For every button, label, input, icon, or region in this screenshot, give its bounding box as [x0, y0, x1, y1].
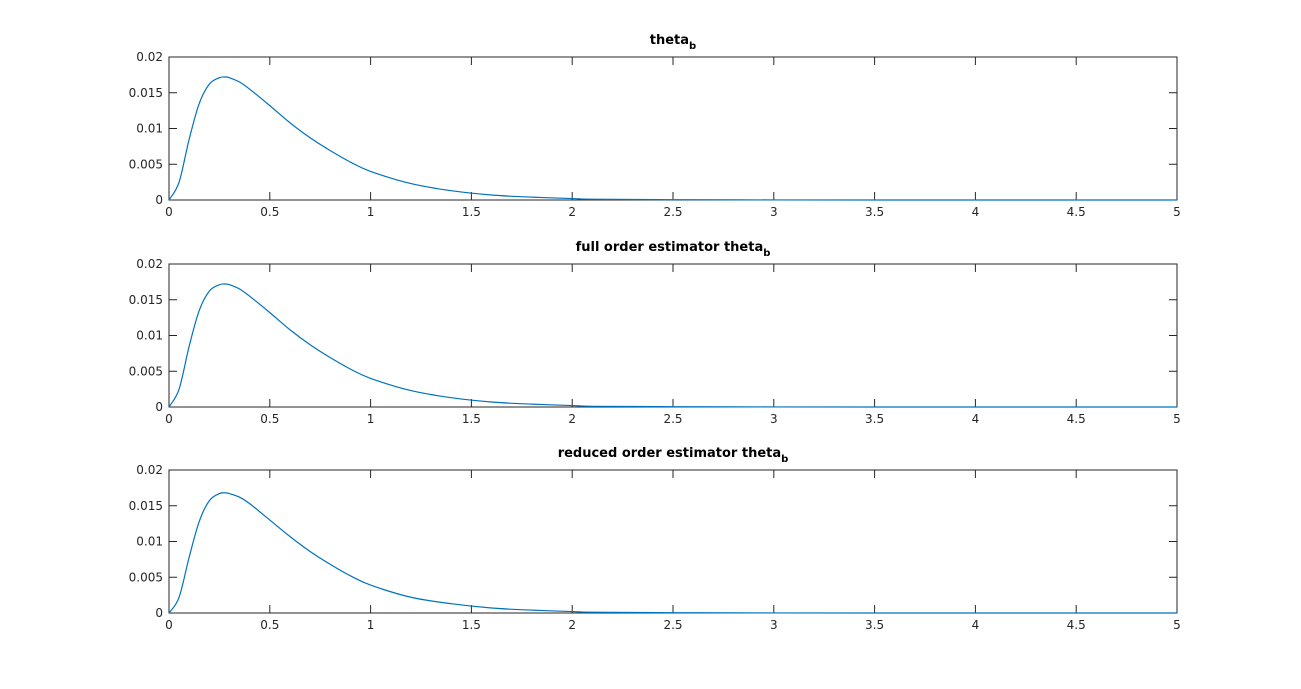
- x-tick-label: 5: [1173, 412, 1181, 426]
- plot-title-main: theta: [650, 33, 689, 48]
- plot-title-subscript: b: [781, 454, 788, 465]
- x-tick-label: 2: [568, 412, 576, 426]
- x-tick-label: 4: [972, 618, 980, 632]
- x-tick-label: 0.5: [260, 618, 279, 632]
- y-tick-label: 0: [155, 193, 163, 207]
- y-tick-label: 0.02: [136, 50, 163, 64]
- x-tick-label: 4.5: [1067, 205, 1086, 219]
- y-tick-label: 0.01: [136, 122, 163, 136]
- x-tick-label: 3: [770, 412, 778, 426]
- x-tick-label: 1: [367, 618, 375, 632]
- x-tick-label: 0.5: [260, 205, 279, 219]
- x-tick-label: 3: [770, 205, 778, 219]
- y-tick-label: 0: [155, 606, 163, 620]
- x-tick-label: 2.5: [663, 205, 682, 219]
- plot-title-main: full order estimator theta: [576, 240, 764, 255]
- x-tick-label: 4.5: [1067, 618, 1086, 632]
- x-tick-label: 2.5: [663, 618, 682, 632]
- plot-title-subscript: b: [763, 248, 770, 259]
- x-tick-label: 0: [165, 618, 173, 632]
- y-tick-label: 0.005: [129, 570, 163, 584]
- x-tick-label: 3.5: [865, 618, 884, 632]
- x-tick-label: 2: [568, 205, 576, 219]
- x-tick-label: 3.5: [865, 205, 884, 219]
- axes-box: [168, 263, 1178, 408]
- x-tick-label: 1: [367, 412, 375, 426]
- subplot-3: 0 0.5 1 1.5 2 2.5 3 3.5 4 4.5 5 0 0.005 0.01 0.015 0.02…: [129, 446, 1181, 632]
- axes-box: [168, 469, 1178, 614]
- plot-title: full order estimator thetab: [576, 240, 771, 259]
- x-tick-label: 5: [1173, 205, 1181, 219]
- y-tick-label: 0.015: [129, 86, 163, 100]
- y-tick-label: 0.01: [136, 329, 163, 343]
- y-tick-label: 0: [155, 400, 163, 414]
- x-tick-label: 3.5: [865, 412, 884, 426]
- series-line: [168, 76, 1177, 201]
- plot-title: thetab: [650, 33, 696, 52]
- x-tick-label: 1.5: [462, 412, 481, 426]
- x-tick-label: 4: [972, 412, 980, 426]
- x-tick-label: 2.5: [663, 412, 682, 426]
- y-tick-label: 0.02: [136, 257, 163, 271]
- x-tick-label: 5: [1173, 618, 1181, 632]
- x-tick-label: 4.5: [1067, 412, 1086, 426]
- axes-box: [168, 56, 1178, 201]
- x-tick-label: 1: [367, 205, 375, 219]
- series-line: [168, 492, 1177, 614]
- y-tick-label: 0.005: [129, 364, 163, 378]
- y-tick-label: 0.005: [129, 157, 163, 171]
- x-tick-label: 1.5: [462, 618, 481, 632]
- y-tick-label: 0.01: [136, 535, 163, 549]
- subplot-1: 0 0.5 1 1.5 2 2.5 3 3.5 4 4.5 5 0 0.005 0.01 0.015 0.02…: [129, 33, 1181, 219]
- subplot-2: 0 0.5 1 1.5 2 2.5 3 3.5 4 4.5 5 0 0.005 0.01 0.015 0.02…: [129, 240, 1181, 426]
- x-tick-label: 0.5: [260, 412, 279, 426]
- plot-title-subscript: b: [689, 41, 696, 52]
- x-tick-label: 0: [165, 412, 173, 426]
- x-tick-label: 1.5: [462, 205, 481, 219]
- x-tick-label: 0: [165, 205, 173, 219]
- y-tick-label: 0.015: [129, 499, 163, 513]
- x-tick-label: 4: [972, 205, 980, 219]
- x-tick-label: 3: [770, 618, 778, 632]
- y-tick-label: 0.015: [129, 293, 163, 307]
- series-line: [168, 283, 1177, 408]
- x-tick-label: 2: [568, 618, 576, 632]
- plot-title-main: reduced order estimator theta: [558, 446, 781, 461]
- y-tick-label: 0.02: [136, 463, 163, 477]
- plot-title: reduced order estimator thetab: [558, 446, 789, 465]
